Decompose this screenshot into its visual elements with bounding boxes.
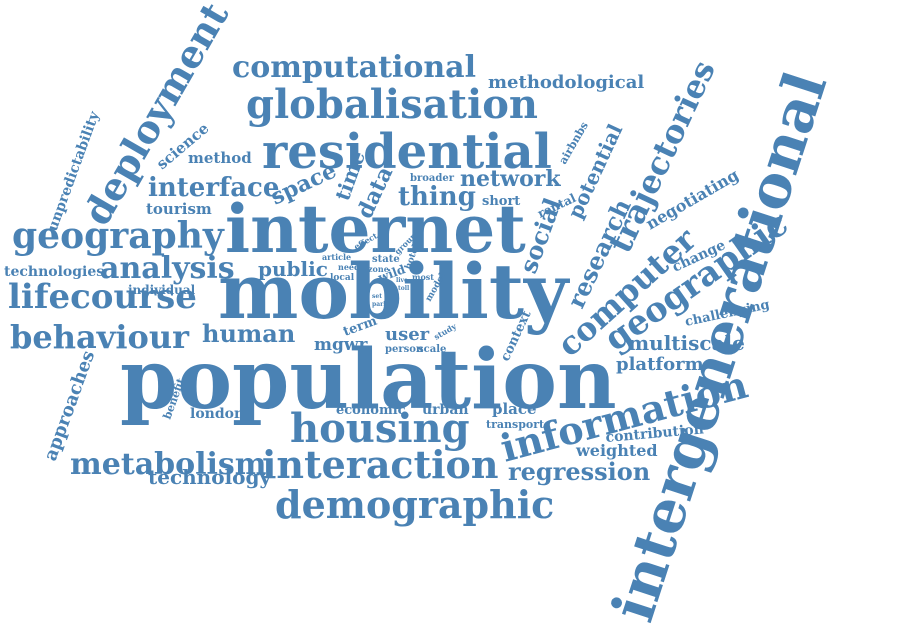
word-method: method [188, 149, 252, 167]
word-population: population [120, 332, 617, 428]
word-mgwr: mgwr [314, 335, 369, 355]
word-thing: thing [398, 182, 476, 212]
word-airbnbs: airbnbs [556, 120, 591, 167]
word-interface: interface [148, 173, 279, 203]
word-set: set [372, 293, 382, 300]
word-user: user [385, 324, 430, 345]
word-behaviour: behaviour [10, 318, 190, 356]
word-state: state [372, 254, 400, 265]
word-internet: internet [225, 190, 526, 268]
word-economic: economic [336, 403, 406, 418]
word-regression: regression [508, 457, 650, 486]
word-interaction: interaction [262, 442, 499, 487]
word-residential: residential [262, 124, 552, 180]
word-metabolism: metabolism [70, 447, 267, 482]
word-zone: zone [368, 264, 389, 274]
word-multiscale: multiscale [628, 331, 745, 355]
word-mobility: mobility [218, 247, 570, 336]
word-methodological: methodological [488, 72, 644, 93]
word-housing: housing [290, 405, 470, 452]
word-geography: geography [12, 215, 225, 257]
word-weighted: weighted [575, 441, 658, 460]
word-analysis: analysis [100, 251, 235, 286]
word-broader: broader [410, 173, 455, 184]
word-globalisation: globalisation [246, 81, 538, 128]
word-tourism: tourism [146, 200, 212, 218]
word-london: london [190, 406, 244, 422]
word-need: need [338, 262, 360, 272]
word-individual: individual [128, 283, 196, 297]
word-human: human [202, 319, 295, 348]
word-place: place [492, 400, 537, 418]
word-public: public [258, 257, 328, 281]
word-scale: scale [418, 344, 446, 355]
word-computational: computational [232, 50, 476, 85]
word-demographic: demographic [275, 482, 554, 527]
word-park: park [372, 301, 388, 308]
word-platform: platform [616, 354, 704, 375]
word-live: live [396, 277, 408, 284]
word-short: short [482, 194, 520, 209]
word-article: article [322, 252, 351, 262]
word-urban: urban [422, 402, 469, 418]
word-network: network [460, 166, 561, 192]
word-local: local [330, 273, 355, 283]
word-most: most [412, 272, 434, 282]
word-technologies: technologies [4, 264, 104, 280]
word-person: person [385, 344, 424, 355]
word-technology: technology [148, 465, 272, 489]
word-transport: transport [486, 418, 545, 431]
word-toll: toll [398, 285, 410, 292]
word-lifecourse: lifecourse [8, 277, 197, 317]
